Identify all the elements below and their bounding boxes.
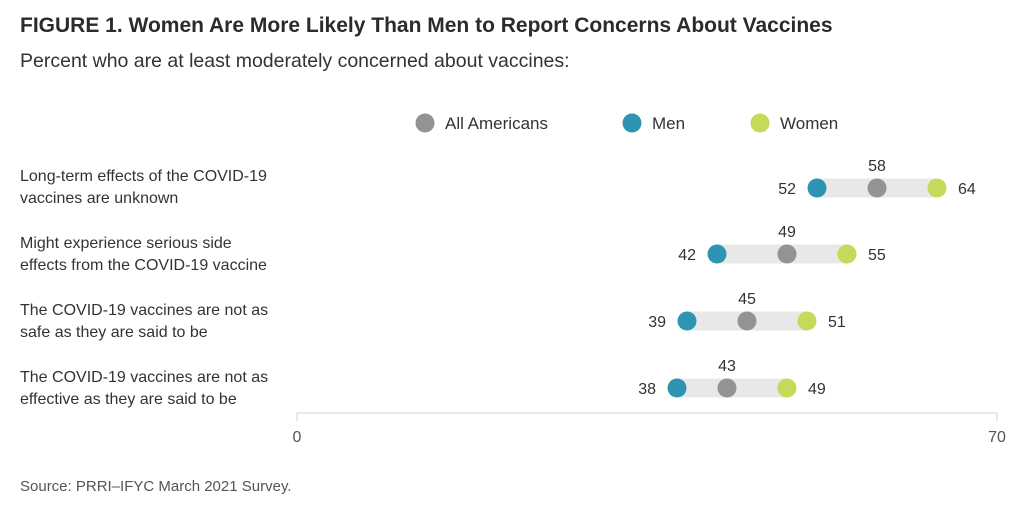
dot-all-americans <box>777 244 797 264</box>
legend-label-men: Men <box>652 114 685 133</box>
dot-men <box>667 378 687 398</box>
data-label-women: 64 <box>958 181 976 198</box>
data-label-all-americans: 49 <box>778 224 796 241</box>
data-label-men: 52 <box>778 181 796 198</box>
data-label-men: 39 <box>648 314 666 331</box>
legend-marker-men <box>622 113 642 133</box>
data-label-women: 51 <box>828 314 846 331</box>
data-label-all-americans: 45 <box>738 291 756 308</box>
dot-women <box>797 311 817 331</box>
row-label-3-line-2: safe as they are said to be <box>20 324 208 341</box>
data-label-all-americans: 58 <box>868 158 886 175</box>
x-tick-label: 70 <box>988 429 1006 446</box>
row-label-4: The COVID-19 vaccines are not as effecti… <box>20 367 310 411</box>
row-label-1: Long-term effects of the COVID-19 vaccin… <box>20 166 310 210</box>
row-label-2-line-2: effects from the COVID-19 vaccine <box>20 257 267 274</box>
legend-marker-women <box>750 113 770 133</box>
row-label-2-line-1: Might experience serious side <box>20 235 232 252</box>
row-label-4-line-2: effective as they are said to be <box>20 391 237 408</box>
legend-marker-all <box>415 113 435 133</box>
dot-men <box>807 178 827 198</box>
dot-all-americans <box>717 378 737 398</box>
dot-women <box>777 378 797 398</box>
legend-label-women: Women <box>780 114 838 133</box>
dot-men <box>677 311 697 331</box>
row-label-1-line-1: Long-term effects of the COVID-19 <box>20 168 267 185</box>
data-label-men: 38 <box>638 381 656 398</box>
dot-women <box>837 244 857 264</box>
dot-men <box>707 244 727 264</box>
chart-subtitle: Percent who are at least moderately conc… <box>20 50 570 72</box>
legend-label-all: All Americans <box>445 114 548 133</box>
data-label-women: 49 <box>808 381 826 398</box>
dot-all-americans <box>867 178 887 198</box>
dot-women <box>927 178 947 198</box>
x-tick-label: 0 <box>293 429 302 446</box>
row-label-4-line-1: The COVID-19 vaccines are not as <box>20 369 269 386</box>
chart-title: FIGURE 1. Women Are More Likely Than Men… <box>20 14 833 37</box>
data-label-men: 42 <box>678 247 696 264</box>
row-label-1-line-2: vaccines are unknown <box>20 190 179 207</box>
row-label-3-line-1: The COVID-19 vaccines are not as <box>20 302 269 319</box>
source-note: Source: PRRI–IFYC March 2021 Survey. <box>20 478 292 495</box>
row-label-2: Might experience serious side effects fr… <box>20 233 310 277</box>
data-label-all-americans: 43 <box>718 358 736 375</box>
dot-all-americans <box>737 311 757 331</box>
row-label-3: The COVID-19 vaccines are not as safe as… <box>20 300 310 344</box>
data-label-women: 55 <box>868 247 886 264</box>
